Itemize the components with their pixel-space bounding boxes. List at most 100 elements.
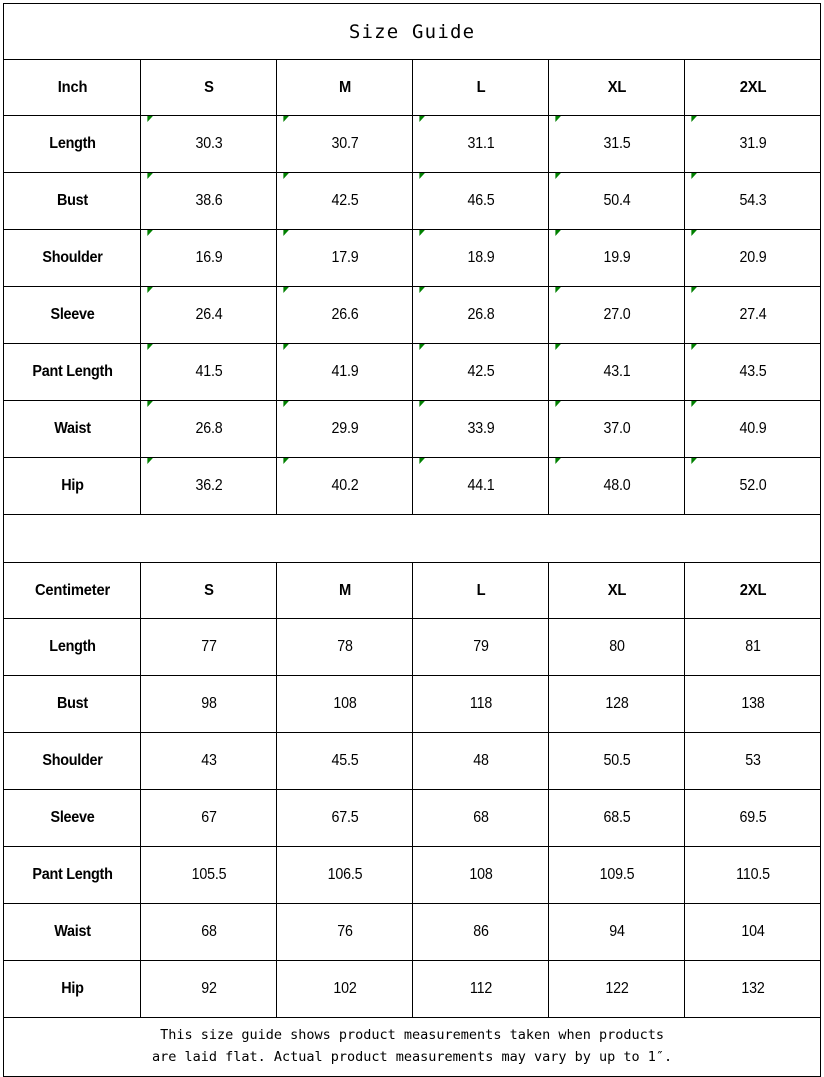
measurement-value: 27.0 bbox=[553, 286, 680, 344]
section-spacer bbox=[2, 514, 822, 563]
measurement-value: 18.9 bbox=[417, 229, 544, 287]
table-row: Pant Length 41.5 41.9 42.5 43.1 43.5 bbox=[4, 343, 821, 401]
table-row: Bust 98 108 118 128 138 bbox=[4, 675, 821, 733]
measurement-value: 138 bbox=[689, 675, 816, 733]
measurement-value: 46.5 bbox=[417, 172, 544, 230]
measurement-value: 44.1 bbox=[417, 457, 544, 515]
size-column-header: L bbox=[417, 59, 544, 116]
size-column-header: XL bbox=[553, 59, 680, 116]
measurement-value: 48 bbox=[417, 732, 544, 790]
measurement-label: Waist bbox=[9, 903, 135, 961]
size-column-header: 2XL bbox=[689, 562, 816, 619]
measurement-value: 98 bbox=[145, 675, 272, 733]
measurement-value: 40.9 bbox=[689, 400, 816, 458]
measurement-value: 53 bbox=[689, 732, 816, 790]
size-guide-note: This size guide shows product measuremen… bbox=[2, 1017, 822, 1077]
note-line-1: This size guide shows product measuremen… bbox=[160, 1027, 664, 1044]
measurement-label: Length bbox=[9, 618, 135, 676]
measurement-value: 17.9 bbox=[281, 229, 408, 287]
measurement-value: 31.9 bbox=[689, 115, 816, 173]
measurement-value: 40.2 bbox=[281, 457, 408, 515]
measurement-value: 112 bbox=[417, 960, 544, 1018]
unit-header: Centimeter bbox=[8, 562, 136, 619]
note-line-2: are laid flat. Actual product measuremen… bbox=[151, 1049, 673, 1065]
measurement-value: 36.2 bbox=[145, 457, 272, 515]
size-column-header: M bbox=[281, 59, 408, 116]
measurement-value: 26.4 bbox=[145, 286, 272, 344]
measurement-value: 86 bbox=[417, 903, 544, 961]
measurement-label: Sleeve bbox=[9, 286, 135, 344]
measurement-value: 50.5 bbox=[553, 732, 680, 790]
measurement-value: 92 bbox=[145, 960, 272, 1018]
measurement-value: 30.7 bbox=[281, 115, 408, 173]
note-row-group: This size guide shows product measuremen… bbox=[2, 1017, 822, 1077]
measurement-value: 41.5 bbox=[145, 343, 272, 401]
measurement-value: 50.4 bbox=[553, 172, 680, 230]
measurement-value: 29.9 bbox=[281, 400, 408, 458]
size-column-header: S bbox=[145, 562, 272, 619]
size-column-header: 2XL bbox=[689, 59, 816, 116]
size-column-header: S bbox=[145, 59, 272, 116]
measurement-label: Waist bbox=[9, 400, 135, 458]
measurement-value: 81 bbox=[689, 618, 816, 676]
measurement-value: 94 bbox=[553, 903, 680, 961]
measurement-label: Pant Length bbox=[9, 343, 135, 401]
measurement-value: 67 bbox=[145, 789, 272, 847]
measurement-value: 109.5 bbox=[553, 846, 680, 904]
measurement-value: 118 bbox=[417, 675, 544, 733]
size-column-header: M bbox=[281, 562, 408, 619]
measurement-value: 132 bbox=[689, 960, 816, 1018]
title-row: Size Guide bbox=[2, 3, 822, 60]
measurement-label: Hip bbox=[9, 457, 135, 515]
measurement-value: 105.5 bbox=[145, 846, 272, 904]
page-title: Size Guide bbox=[2, 3, 822, 60]
measurement-value: 20.9 bbox=[689, 229, 816, 287]
measurement-label: Bust bbox=[9, 675, 135, 733]
table-row: Bust 38.6 42.5 46.5 50.4 54.3 bbox=[4, 172, 821, 230]
measurement-value: 68.5 bbox=[553, 789, 680, 847]
measurement-value: 33.9 bbox=[417, 400, 544, 458]
table-row: Sleeve 67 67.5 68 68.5 69.5 bbox=[4, 789, 821, 847]
measurement-label: Length bbox=[9, 115, 135, 173]
measurement-label: Pant Length bbox=[9, 846, 135, 904]
measurement-value: 108 bbox=[417, 846, 544, 904]
unit-header: Inch bbox=[8, 59, 136, 116]
measurement-value: 43.1 bbox=[553, 343, 680, 401]
measurement-value: 128 bbox=[553, 675, 680, 733]
measurement-value: 26.8 bbox=[145, 400, 272, 458]
table-row: Shoulder 43 45.5 48 50.5 53 bbox=[4, 732, 821, 790]
table-row: Sleeve 26.4 26.6 26.8 27.0 27.4 bbox=[4, 286, 821, 344]
table-row: Pant Length 105.5 106.5 108 109.5 110.5 bbox=[4, 846, 821, 904]
table-row: Length 30.3 30.7 31.1 31.5 31.9 bbox=[4, 115, 821, 173]
measurement-label: Bust bbox=[9, 172, 135, 230]
table-row: Hip 92 102 112 122 132 bbox=[4, 960, 821, 1018]
size-column-header: L bbox=[417, 562, 544, 619]
measurement-value: 19.9 bbox=[553, 229, 680, 287]
measurement-value: 26.6 bbox=[281, 286, 408, 344]
measurement-value: 54.3 bbox=[689, 172, 816, 230]
measurement-value: 27.4 bbox=[689, 286, 816, 344]
table-row: Length 77 78 79 80 81 bbox=[4, 618, 821, 676]
measurement-value: 79 bbox=[417, 618, 544, 676]
measurement-value: 38.6 bbox=[145, 172, 272, 230]
measurement-value: 77 bbox=[145, 618, 272, 676]
measurement-value: 41.9 bbox=[281, 343, 408, 401]
measurement-value: 68 bbox=[417, 789, 544, 847]
measurement-value: 43.5 bbox=[689, 343, 816, 401]
measurement-label: Hip bbox=[9, 960, 135, 1018]
measurement-value: 16.9 bbox=[145, 229, 272, 287]
measurement-value: 26.8 bbox=[417, 286, 544, 344]
measurement-value: 76 bbox=[281, 903, 408, 961]
measurement-label: Shoulder bbox=[9, 732, 135, 790]
measurement-value: 31.1 bbox=[417, 115, 544, 173]
section-header-row: Centimeter S M L XL 2XL bbox=[4, 562, 821, 619]
section-header-row: Inch S M L XL 2XL bbox=[4, 59, 821, 116]
measurement-value: 37.0 bbox=[553, 400, 680, 458]
table-row: Waist 68 76 86 94 104 bbox=[4, 903, 821, 961]
size-guide-sections: Inch S M L XL 2XL Length 30.3 30.7 31.1 31.5 31.9 Bu… bbox=[2, 59, 822, 1018]
measurement-value: 122 bbox=[553, 960, 680, 1018]
measurement-value: 78 bbox=[281, 618, 408, 676]
size-guide-table: Size Guide Inch S M L XL 2XL Length 30.3 30.7 31.… bbox=[2, 3, 822, 1077]
table-row: Shoulder 16.9 17.9 18.9 19.9 20.9 bbox=[4, 229, 821, 287]
